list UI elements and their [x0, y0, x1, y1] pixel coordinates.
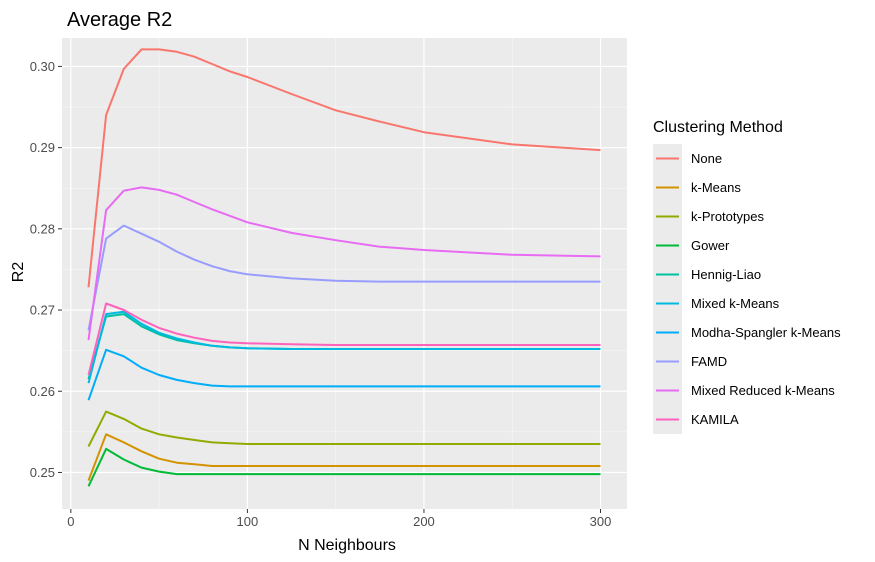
x-axis-title: N Neighbours — [298, 537, 396, 554]
series-line — [87, 186, 601, 341]
series-line — [87, 302, 601, 376]
series-line — [87, 447, 601, 487]
x-tick-label: 300 — [590, 514, 612, 529]
legend-label: Gower — [691, 238, 730, 253]
legend-label: k-Prototypes — [691, 209, 764, 224]
legend-label: Hennig-Liao — [691, 267, 761, 282]
legend-label: Mixed Reduced k-Means — [691, 383, 835, 398]
series-line — [87, 433, 601, 481]
legend-label: k-Means — [691, 180, 741, 195]
legend-title: Clustering Method — [653, 119, 783, 136]
legend: Clustering Method None k-Means k-Prototype… — [653, 119, 841, 434]
series-lines — [87, 48, 601, 487]
y-axis-title: R2 — [10, 262, 27, 283]
y-tick-label: 0.29 — [30, 140, 55, 155]
chart-title: Average R2 — [67, 9, 172, 31]
series-line — [87, 310, 601, 384]
legend-label: FAMD — [691, 354, 727, 369]
axes: 0 100 200 300 0.25 0.26 0.27 0.28 0.29 0.30 — [30, 59, 612, 529]
legend-label: Mixed k-Means — [691, 296, 780, 311]
y-tick-label: 0.30 — [30, 59, 55, 74]
legend-label: KAMILA — [691, 412, 739, 427]
series-line — [87, 48, 601, 288]
y-tick-label: 0.27 — [30, 303, 55, 318]
series-line — [87, 410, 601, 447]
y-tick-label: 0.25 — [30, 465, 55, 480]
y-tick-label: 0.26 — [30, 384, 55, 399]
plot-panel — [62, 38, 627, 509]
y-tick-label: 0.28 — [30, 221, 55, 236]
x-tick-label: 100 — [237, 514, 259, 529]
legend-label: None — [691, 151, 722, 166]
gridlines — [62, 38, 627, 509]
x-tick-label: 200 — [413, 514, 435, 529]
x-tick-label: 0 — [67, 514, 74, 529]
legend-label: Modha-Spangler k-Means — [691, 325, 841, 340]
series-line — [87, 348, 601, 401]
series-line — [87, 224, 601, 331]
